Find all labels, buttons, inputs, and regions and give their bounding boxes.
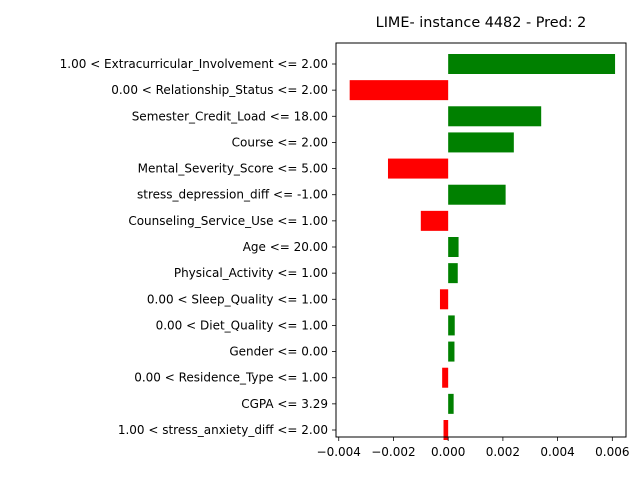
bar	[448, 132, 514, 153]
bar	[448, 237, 459, 257]
bar	[448, 315, 455, 336]
bar	[448, 54, 616, 74]
bar	[448, 184, 506, 205]
y-tick-label: 1.00 < stress_anxiety_diff <= 2.00	[118, 423, 328, 437]
x-tick-label: −0.004	[317, 445, 361, 459]
bar	[439, 289, 449, 310]
y-tick-label: Age <= 20.00	[243, 240, 328, 254]
y-tick-label: Gender <= 0.00	[229, 345, 328, 359]
bar	[448, 341, 455, 362]
chart-title: LIME- instance 4482 - Pred: 2	[376, 15, 587, 31]
bar	[448, 393, 454, 414]
y-tick-label: 1.00 < Extracurricular_Involvement <= 2.…	[60, 57, 328, 71]
x-tick-label: 0.000	[431, 445, 465, 459]
bar	[442, 367, 449, 388]
y-tick-label: 0.00 < Relationship_Status <= 2.00	[111, 83, 328, 97]
x-axis-ticks: −0.004 −0.002 0.000 0.002 0.004 0.006	[317, 437, 630, 459]
y-tick-label: stress_depression_diff <= -1.00	[137, 188, 328, 202]
x-tick-label: 0.006	[595, 445, 629, 459]
bar	[443, 420, 449, 440]
y-tick-label: Counseling_Service_Use <= 1.00	[128, 214, 328, 228]
bars-layer	[349, 54, 616, 440]
bar	[448, 263, 458, 284]
x-tick-label: 0.002	[486, 445, 520, 459]
bar	[349, 80, 449, 101]
y-tick-label: 0.00 < Sleep_Quality <= 1.00	[147, 292, 328, 306]
y-tick-label: Physical_Activity <= 1.00	[174, 266, 328, 280]
bar	[420, 210, 449, 231]
plot-frame	[335, 42, 627, 438]
y-tick-label: Course <= 2.00	[232, 135, 328, 149]
x-tick-label: −0.002	[371, 445, 415, 459]
bar	[387, 158, 449, 179]
y-tick-label: Semester_Credit_Load <= 18.00	[132, 109, 328, 123]
y-tick-label: 0.00 < Residence_Type <= 1.00	[134, 371, 328, 385]
y-tick-label: CGPA <= 3.29	[241, 397, 328, 411]
y-tick-label: 0.00 < Diet_Quality <= 1.00	[156, 318, 328, 332]
y-axis-ticks: 1.00 < Extracurricular_Involvement <= 2.…	[60, 57, 336, 437]
y-tick-label: Mental_Severity_Score <= 5.00	[138, 162, 328, 176]
bar	[448, 106, 542, 127]
x-tick-label: 0.004	[540, 445, 574, 459]
